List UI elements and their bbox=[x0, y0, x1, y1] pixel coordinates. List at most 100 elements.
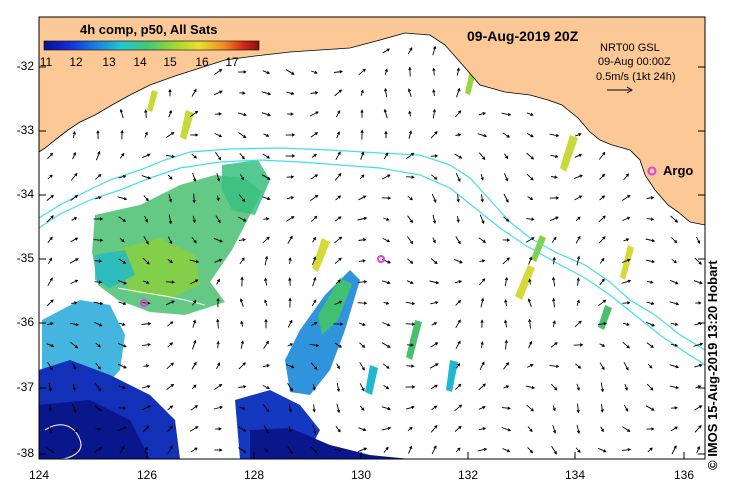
current-arrow-head bbox=[576, 299, 580, 303]
current-arrow-head bbox=[195, 110, 199, 114]
current-arrow bbox=[384, 152, 388, 160]
current-arrow bbox=[407, 47, 413, 55]
current-arrow-head bbox=[433, 405, 438, 409]
current-arrow bbox=[191, 89, 197, 97]
current-arrow bbox=[456, 88, 460, 98]
current-arrow bbox=[336, 403, 340, 413]
contour-sw bbox=[117, 287, 206, 306]
current-arrow-head bbox=[576, 387, 580, 391]
current-arrow-head bbox=[99, 217, 104, 221]
current-arrow-head bbox=[338, 257, 342, 261]
current-arrow bbox=[119, 322, 125, 326]
current-arrow bbox=[71, 403, 77, 413]
current-arrow-head bbox=[169, 445, 173, 449]
current-arrow bbox=[359, 342, 365, 348]
current-arrow-head bbox=[218, 427, 222, 431]
current-arrow bbox=[407, 236, 413, 244]
current-arrow bbox=[310, 92, 318, 94]
current-arrow-head bbox=[289, 450, 293, 455]
current-arrow-head bbox=[218, 383, 223, 388]
current-arrow-head bbox=[265, 340, 269, 345]
current-arrow-head bbox=[360, 129, 364, 133]
current-arrow-head bbox=[337, 151, 341, 155]
current-arrow bbox=[238, 386, 246, 388]
current-arrow bbox=[406, 152, 414, 160]
current-arrow-head bbox=[314, 450, 318, 454]
current-arrow-head bbox=[507, 428, 512, 432]
current-arrow-head bbox=[146, 261, 150, 265]
current-arrow-head bbox=[338, 172, 342, 177]
current-arrow-head bbox=[73, 409, 77, 413]
current-arrow bbox=[432, 109, 436, 119]
current-arrow bbox=[429, 363, 439, 369]
current-arrow bbox=[213, 237, 223, 243]
current-arrow bbox=[190, 111, 198, 117]
current-arrow-head bbox=[553, 236, 557, 240]
current-arrow-head bbox=[145, 241, 149, 245]
current-arrow bbox=[213, 90, 223, 96]
current-arrow-head bbox=[531, 385, 536, 390]
current-arrow-head bbox=[361, 388, 365, 392]
current-arrow-head bbox=[675, 365, 680, 369]
current-arrow-head bbox=[144, 446, 148, 451]
current-arrow-head bbox=[528, 318, 532, 323]
current-arrow bbox=[168, 214, 172, 224]
current-arrow-head bbox=[411, 301, 416, 306]
current-arrow bbox=[525, 237, 535, 243]
argo-marker-center bbox=[377, 255, 385, 263]
current-arrow-head bbox=[386, 239, 391, 243]
current-arrow-head bbox=[312, 387, 316, 391]
current-arrow-head bbox=[266, 71, 271, 75]
current-arrow bbox=[335, 110, 341, 118]
current-arrow-head bbox=[169, 342, 173, 346]
current-arrow bbox=[479, 278, 485, 286]
current-arrow-head bbox=[266, 217, 270, 221]
current-arrow-head bbox=[578, 320, 582, 324]
current-arrow-head bbox=[480, 341, 484, 345]
current-arrow-head bbox=[456, 199, 460, 203]
current-arrow-head bbox=[75, 322, 80, 327]
current-arrow bbox=[502, 132, 510, 138]
x-tick-label: 124 bbox=[28, 468, 50, 482]
current-arrow-head bbox=[457, 447, 461, 451]
y-tick-label: -35 bbox=[16, 251, 34, 265]
current-arrow-head bbox=[122, 174, 127, 179]
current-arrow-head bbox=[195, 426, 199, 430]
current-arrow-head bbox=[627, 258, 631, 262]
current-arrow bbox=[358, 260, 366, 262]
sst-patch-south-deep bbox=[250, 428, 410, 459]
current-arrow-head bbox=[121, 445, 125, 450]
current-arrow-head bbox=[123, 365, 127, 369]
current-arrow bbox=[645, 405, 655, 411]
current-arrow-head bbox=[315, 194, 319, 198]
current-arrow bbox=[455, 341, 461, 349]
current-arrow bbox=[72, 131, 76, 139]
current-arrow bbox=[358, 239, 366, 241]
current-arrow bbox=[575, 133, 581, 137]
current-arrow bbox=[550, 383, 558, 391]
current-arrow bbox=[526, 173, 534, 181]
current-arrow bbox=[286, 216, 294, 222]
current-arrow bbox=[382, 322, 390, 326]
current-arrow-head bbox=[601, 173, 606, 178]
current-arrow-head bbox=[97, 366, 101, 370]
current-arrow bbox=[217, 319, 219, 329]
current-arrow-head bbox=[291, 154, 296, 158]
current-arrow-head bbox=[529, 256, 533, 260]
current-arrow bbox=[141, 175, 151, 179]
current-arrow-head bbox=[387, 196, 392, 200]
current-arrow-head bbox=[433, 445, 437, 449]
current-arrow bbox=[239, 257, 245, 265]
current-arrow-head bbox=[74, 448, 79, 452]
current-arrow bbox=[358, 68, 366, 76]
current-arrow-head bbox=[144, 131, 148, 136]
current-arrow bbox=[94, 196, 102, 200]
current-arrow-head bbox=[432, 89, 436, 93]
current-arrow bbox=[238, 132, 246, 138]
current-arrow bbox=[552, 277, 556, 287]
current-arrow-head bbox=[74, 429, 79, 433]
current-arrow-head bbox=[602, 299, 607, 303]
current-arrow-head bbox=[49, 152, 54, 156]
current-arrow bbox=[214, 259, 222, 263]
current-arrow bbox=[597, 322, 607, 326]
